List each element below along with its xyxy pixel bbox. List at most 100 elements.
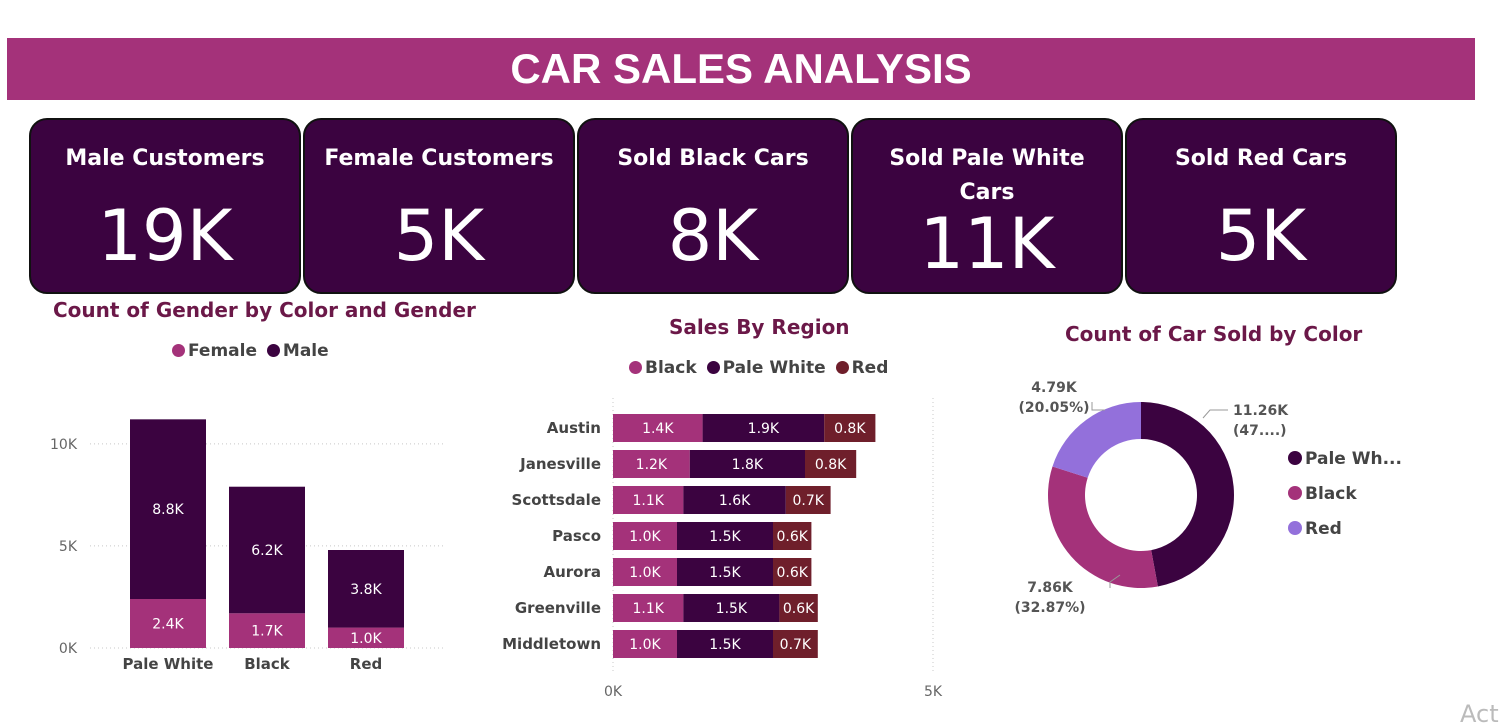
data-label: 0.6K [776, 565, 808, 581]
y-tick-label: 10K [50, 437, 78, 453]
kpi-value: 19K [97, 195, 233, 277]
bar-segment-red[interactable] [773, 558, 812, 586]
slice-percent-label: (47....) [1233, 423, 1287, 439]
bar-segment-male[interactable] [328, 550, 404, 628]
data-label: 1.0K [350, 631, 382, 647]
data-label: 1.4K [642, 421, 674, 437]
car-sold-by-color-donut-chart: 11.26K (47....) 7.86K (32.87%) 4.79K (20.05%)… [1014, 380, 1402, 616]
legend-item-female[interactable]: Female [172, 341, 257, 361]
data-label: 1.2K [636, 457, 668, 473]
y-tick-label: Pasco [552, 527, 601, 545]
donut-slice-pale-white[interactable] [1141, 402, 1234, 587]
gender-color-bar-chart: 0K 5K 10K 2.4K 8.8K Pale White 1.7K 6.2K Black 1.… [50, 419, 445, 673]
bar-segment-male[interactable] [229, 486, 305, 614]
bar-segment-black[interactable] [613, 414, 703, 442]
legend-item-pale-white[interactable]: Pale White [706, 358, 826, 378]
bar-segment-red[interactable] [785, 486, 831, 514]
data-label: 2.4K [152, 617, 184, 633]
bar-segment-pale-white[interactable] [683, 594, 780, 622]
data-label: 1.5K [709, 637, 741, 653]
data-label: 1.6K [719, 493, 751, 509]
kpi-card-sold-black-cars[interactable]: Sold Black Cars 8K [577, 118, 849, 294]
bar-segment-pale-white[interactable] [677, 522, 773, 550]
bar-segment-red[interactable] [773, 630, 818, 658]
kpi-value: 8K [667, 195, 759, 277]
bar-segment-female[interactable] [328, 627, 404, 648]
bar-segment-red[interactable] [805, 450, 857, 478]
leader-line [1109, 574, 1121, 588]
data-label: 1.5K [709, 529, 741, 545]
donut-chart-title: Count of Car Sold by Color [1065, 322, 1363, 346]
legend-label[interactable]: Black [1305, 484, 1357, 504]
x-tick-label: Pale White [123, 655, 214, 673]
legend-dot [266, 344, 280, 357]
legend-item-male[interactable]: Male [266, 341, 329, 361]
data-label: 1.5K [716, 601, 748, 617]
bar-segment-black[interactable] [613, 630, 677, 658]
donut-slice-red[interactable] [1052, 402, 1141, 478]
bar-segment-pale-white[interactable] [677, 630, 773, 658]
x-tick-label: Black [244, 655, 291, 673]
bar-segment-black[interactable] [613, 486, 684, 514]
data-label: 1.1K [632, 601, 664, 617]
y-tick-label: Austin [547, 419, 601, 437]
legend-item-black[interactable]: Black [629, 358, 697, 378]
data-label: 1.5K [709, 565, 741, 581]
kpi-card-female-customers[interactable]: Female Customers 5K [303, 118, 575, 294]
legend-dot [172, 344, 185, 357]
bar-segment-pale-white[interactable] [702, 414, 825, 442]
kpi-value: 5K [393, 195, 485, 277]
bar-segment-pale-white[interactable] [683, 486, 786, 514]
bar-segment-black[interactable] [613, 450, 690, 478]
bar-segment-red[interactable] [824, 414, 876, 442]
data-label: 1.8K [732, 457, 764, 473]
kpi-card-male-customers[interactable]: Male Customers 19K [29, 118, 301, 294]
gender-chart-legend[interactable]: Female Male [172, 341, 333, 361]
data-label: 6.2K [251, 543, 283, 559]
bar-segment-pale-white[interactable] [677, 558, 773, 586]
region-chart-title: Sales By Region [669, 315, 850, 339]
legend-label: Black [645, 358, 697, 378]
data-label: 0.6K [783, 601, 815, 617]
data-label: 3.8K [350, 582, 382, 598]
legend-label: Male [282, 341, 329, 361]
gender-chart-title: Count of Gender by Color and Gender [53, 298, 476, 322]
legend-dot [1288, 451, 1302, 465]
data-label: 1.9K [748, 421, 780, 437]
bar-segment-black[interactable] [613, 522, 677, 550]
bar-segment-red[interactable] [779, 594, 818, 622]
legend-label[interactable]: Pale Wh... [1305, 449, 1402, 469]
data-label: 1.0K [629, 529, 661, 545]
data-label: 0.7K [780, 637, 812, 653]
kpi-label: Sold Pale White Cars [889, 146, 1085, 205]
data-label: 1.0K [629, 565, 661, 581]
donut-slice-black[interactable] [1048, 466, 1158, 588]
bar-segment-red[interactable] [773, 522, 812, 550]
kpi-card-sold-pale-white-cars[interactable]: Sold Pale White Cars 11K [851, 118, 1123, 294]
slice-value-label: 7.86K [1027, 580, 1074, 596]
bar-segment-black[interactable] [613, 558, 677, 586]
kpi-card-sold-red-cars[interactable]: Sold Red Cars 5K [1125, 118, 1397, 294]
y-tick-label: Scottsdale [512, 491, 601, 509]
kpi-value: 11K [919, 203, 1055, 285]
dashboard-title: CAR SALES ANALYSIS [7, 38, 1475, 100]
bar-segment-female[interactable] [130, 599, 206, 648]
y-tick-label: Janesville [519, 455, 601, 473]
slice-percent-label: (20.05%) [1018, 400, 1089, 416]
x-tick-label: 0K [604, 684, 623, 700]
kpi-label: Sold Red Cars [1174, 146, 1348, 171]
bar-segment-male[interactable] [130, 419, 206, 599]
bar-segment-female[interactable] [229, 613, 305, 648]
legend-dot [629, 361, 642, 374]
legend-item-red[interactable]: Red [835, 358, 888, 378]
slice-value-label: 4.79K [1031, 380, 1078, 396]
slice-percent-label: (32.87%) [1014, 600, 1085, 616]
legend-label[interactable]: Red [1305, 519, 1342, 539]
sales-by-region-bar-chart: 0K 5K Austin 1.4K 1.9K 0.8K Janesville 1.2K 1.8K… [502, 398, 943, 700]
bar-segment-pale-white[interactable] [689, 450, 805, 478]
legend-label: Pale White [722, 358, 826, 378]
data-label: 8.8K [152, 502, 184, 518]
region-chart-legend[interactable]: Black Pale White Red [629, 358, 892, 378]
watermark-text: Act [1460, 700, 1499, 728]
bar-segment-black[interactable] [613, 594, 684, 622]
